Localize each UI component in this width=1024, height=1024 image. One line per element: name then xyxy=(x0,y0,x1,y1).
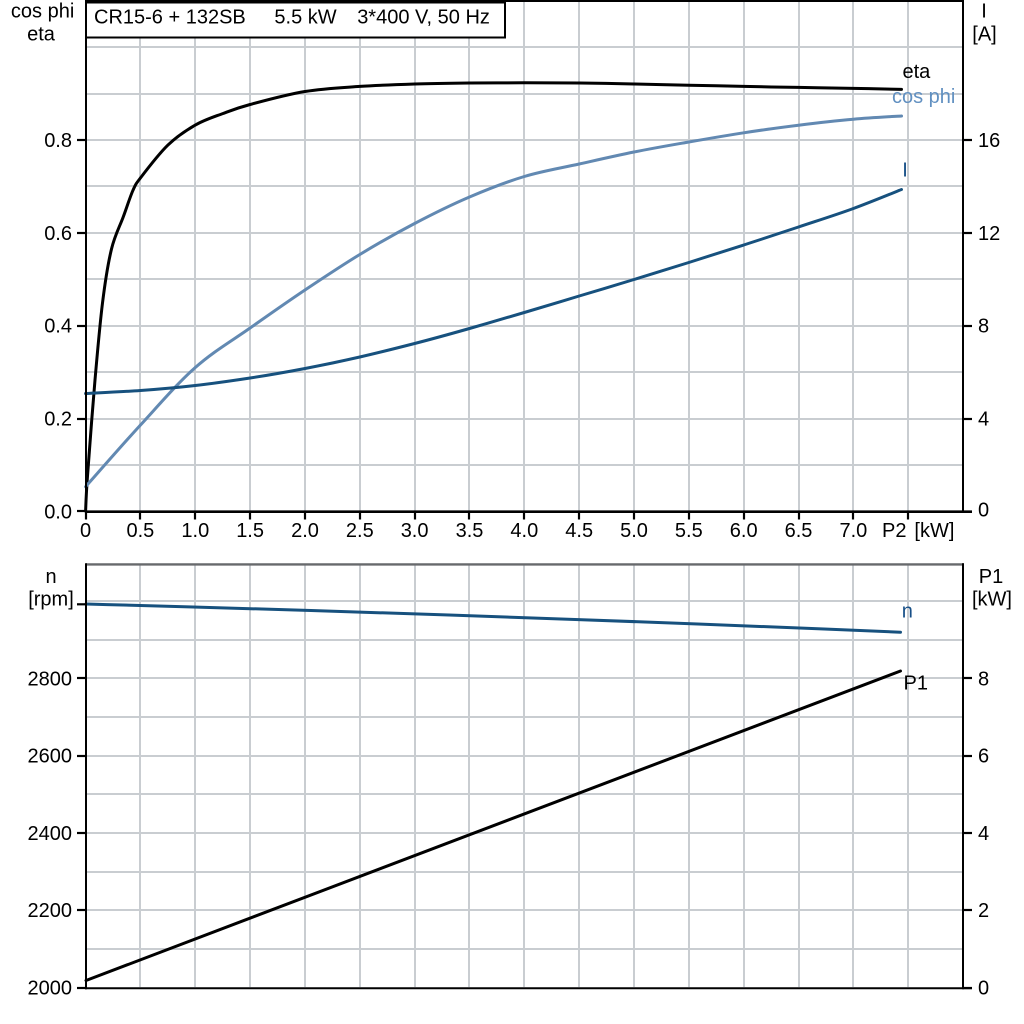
svg-text:n: n xyxy=(45,566,56,588)
svg-text:2200: 2200 xyxy=(28,900,73,922)
svg-text:I: I xyxy=(981,1,987,23)
svg-text:5.5: 5.5 xyxy=(675,520,703,542)
svg-text:eta: eta xyxy=(903,61,932,83)
svg-text:[A]: [A] xyxy=(972,24,996,46)
svg-text:16: 16 xyxy=(978,130,1000,152)
svg-text:I: I xyxy=(902,160,908,182)
svg-text:n: n xyxy=(902,601,913,623)
svg-text:0.0: 0.0 xyxy=(44,501,72,523)
svg-text:2800: 2800 xyxy=(28,668,73,690)
svg-text:0.8: 0.8 xyxy=(44,130,72,152)
svg-text:4: 4 xyxy=(978,823,989,845)
svg-text:0: 0 xyxy=(80,520,91,542)
svg-text:0.5: 0.5 xyxy=(126,520,154,542)
svg-text:0.4: 0.4 xyxy=(44,316,72,338)
svg-text:7.0: 7.0 xyxy=(839,520,867,542)
svg-text:P2: P2 xyxy=(882,520,906,542)
svg-text:12: 12 xyxy=(978,223,1000,245)
svg-text:3.5: 3.5 xyxy=(456,520,484,542)
svg-text:1.5: 1.5 xyxy=(236,520,264,542)
svg-text:8: 8 xyxy=(978,668,989,690)
svg-text:P1: P1 xyxy=(904,673,928,695)
svg-text:[kW]: [kW] xyxy=(914,520,954,542)
svg-text:2: 2 xyxy=(978,900,989,922)
svg-text:0: 0 xyxy=(978,500,989,522)
svg-text:2600: 2600 xyxy=(28,746,73,768)
svg-text:6.0: 6.0 xyxy=(730,520,758,542)
svg-text:0.6: 0.6 xyxy=(44,223,72,245)
svg-text:2000: 2000 xyxy=(28,978,73,1000)
svg-text:5.5 kW: 5.5 kW xyxy=(274,7,336,29)
svg-text:0: 0 xyxy=(978,978,989,1000)
svg-text:2.0: 2.0 xyxy=(291,520,319,542)
svg-text:eta: eta xyxy=(27,24,56,46)
svg-text:cos phi: cos phi xyxy=(892,86,955,108)
svg-text:6.5: 6.5 xyxy=(785,520,813,542)
svg-text:1.0: 1.0 xyxy=(181,520,209,542)
svg-text:4.5: 4.5 xyxy=(565,520,593,542)
svg-text:6: 6 xyxy=(978,746,989,768)
svg-text:P1: P1 xyxy=(979,566,1003,588)
svg-text:2400: 2400 xyxy=(28,823,73,845)
svg-text:3*400 V, 50 Hz: 3*400 V, 50 Hz xyxy=(357,7,490,29)
svg-text:4.0: 4.0 xyxy=(510,520,538,542)
svg-text:[kW]: [kW] xyxy=(972,589,1012,611)
svg-text:4: 4 xyxy=(978,409,989,431)
svg-text:[rpm]: [rpm] xyxy=(28,589,74,611)
svg-text:CR15-6 + 132SB: CR15-6 + 132SB xyxy=(94,7,246,29)
svg-text:3.0: 3.0 xyxy=(401,520,429,542)
svg-text:0.2: 0.2 xyxy=(44,409,72,431)
svg-text:2.5: 2.5 xyxy=(346,520,374,542)
svg-text:cos phi: cos phi xyxy=(11,1,74,23)
svg-text:5.0: 5.0 xyxy=(620,520,648,542)
svg-text:8: 8 xyxy=(978,316,989,338)
